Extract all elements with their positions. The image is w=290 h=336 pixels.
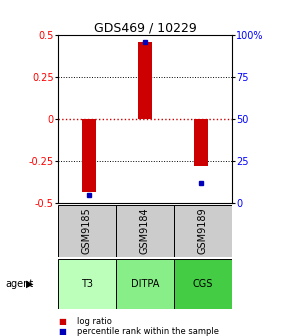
Text: GSM9184: GSM9184 xyxy=(140,208,150,254)
Text: ■: ■ xyxy=(58,317,66,326)
Text: T3: T3 xyxy=(81,279,93,289)
Text: ■: ■ xyxy=(58,327,66,336)
Text: agent: agent xyxy=(6,279,34,289)
Text: GSM9185: GSM9185 xyxy=(82,208,92,254)
Title: GDS469 / 10229: GDS469 / 10229 xyxy=(94,21,196,34)
Text: log ratio: log ratio xyxy=(77,317,112,326)
Text: GSM9189: GSM9189 xyxy=(198,208,208,254)
Text: percentile rank within the sample: percentile rank within the sample xyxy=(77,327,219,336)
Bar xyxy=(116,205,174,257)
Text: CGS: CGS xyxy=(193,279,213,289)
Text: DITPA: DITPA xyxy=(131,279,159,289)
Text: ▶: ▶ xyxy=(26,279,34,289)
Bar xyxy=(116,259,174,309)
Bar xyxy=(58,259,116,309)
Bar xyxy=(58,205,116,257)
Bar xyxy=(82,119,96,192)
Bar xyxy=(138,42,152,119)
Bar xyxy=(174,205,232,257)
Bar xyxy=(174,259,232,309)
Bar xyxy=(194,119,208,166)
